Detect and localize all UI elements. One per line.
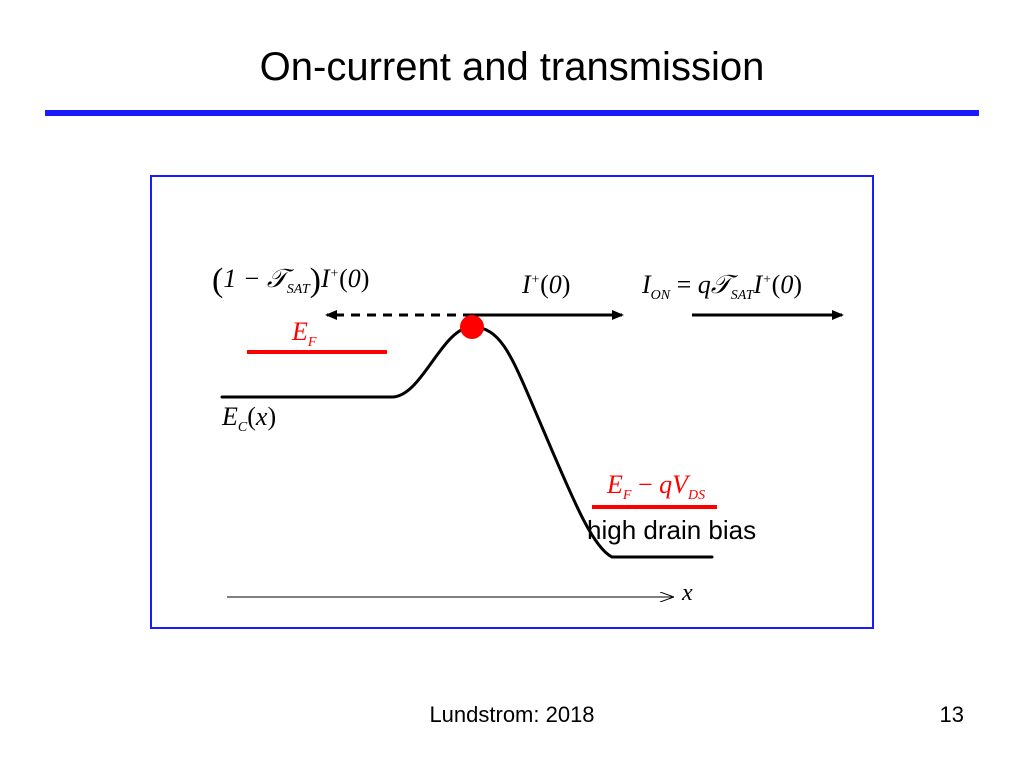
x-axis-label: x (682, 580, 693, 607)
slide: On-current and transmission (0, 0, 1024, 768)
fermi-source-label: EF (292, 317, 316, 351)
page-number: 13 (940, 702, 964, 728)
forward-flux-label: I+(0) (522, 270, 570, 300)
footer-author: Lundstrom: 2018 (0, 702, 1024, 728)
fermi-drain-label: EF − qVDS (607, 470, 705, 504)
barrier-top-dot (460, 315, 484, 339)
title-rule (45, 110, 979, 116)
reflection-coefficient-label: (1 − 𝒯SAT)I+(0) (212, 262, 369, 300)
energy-band-diagram: (1 − 𝒯SAT)I+(0) I+(0) ION = q𝒯SATI+(0) E… (150, 175, 874, 629)
conduction-band-label: EC(x) (222, 402, 276, 436)
on-current-label: ION = q𝒯SATI+(0) (642, 270, 802, 304)
page-title: On-current and transmission (0, 45, 1024, 90)
drain-bias-note: high drain bias (587, 515, 756, 546)
